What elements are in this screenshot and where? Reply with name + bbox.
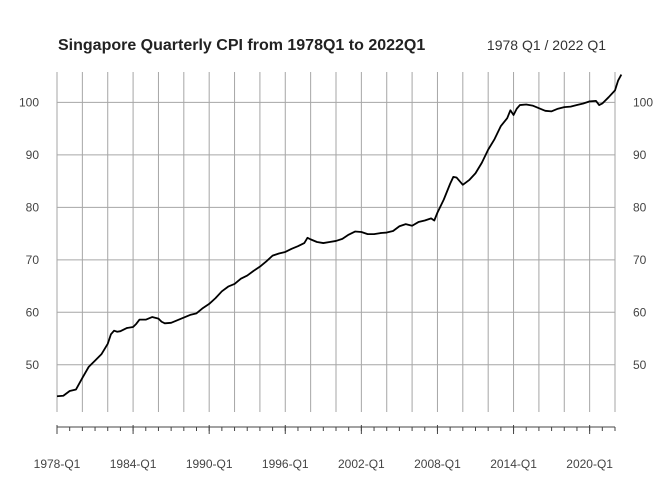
y-tick-labels-left: 50 60 70 80 90 100 [19,95,39,371]
y-tick-label: 50 [26,358,40,372]
vertical-gridlines [56,72,616,412]
y-tick-label: 100 [19,95,39,109]
y-tick-label: 80 [26,200,40,214]
cpi-series-line [56,74,623,398]
x-tick-label: 2014-Q1 [490,457,537,471]
y-tick-label: 60 [26,305,40,319]
y-tick-label: 90 [26,148,40,162]
y-tick-label: 90 [633,148,647,162]
y-tick-label: 70 [633,253,647,267]
series-group [56,74,623,398]
y-tick-labels-right: 50 60 70 80 90 100 [633,95,653,371]
y-tick-label: 70 [26,253,40,267]
x-tick-label: 2020-Q1 [566,457,613,471]
x-tick-label: 2002-Q1 [338,457,385,471]
x-tick-label: 1990-Q1 [186,457,233,471]
x-tick-label: 1984-Q1 [110,457,157,471]
x-tick-label: 1978-Q1 [34,457,81,471]
horizontal-gridlines [57,101,615,366]
y-tick-label: 80 [633,200,647,214]
chart-subtitle: 1978 Q1 / 2022 Q1 [487,37,606,53]
y-tick-label: 50 [633,358,647,372]
chart-title: Singapore Quarterly CPI from 1978Q1 to 2… [58,37,425,54]
y-tick-label: 100 [633,95,653,109]
y-tick-label: 60 [633,305,647,319]
x-axis [56,425,616,434]
x-tick-label: 1996-Q1 [262,457,309,471]
x-tick-labels: 1978-Q1 1984-Q1 1990-Q1 1996-Q1 2002-Q1 2008-… [34,457,614,471]
x-tick-label: 2008-Q1 [414,457,461,471]
